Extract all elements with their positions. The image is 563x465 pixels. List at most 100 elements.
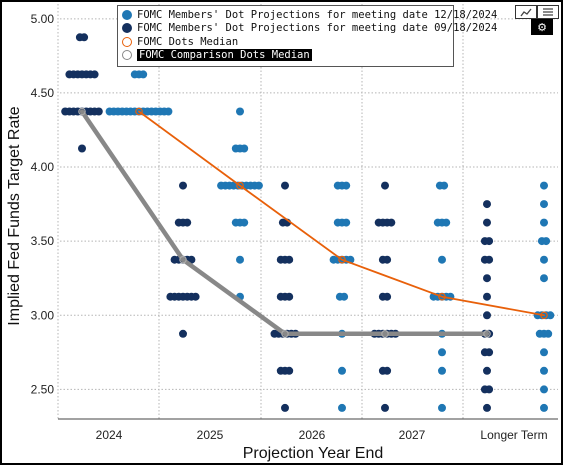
legend-label-median: FOMC Dots Median <box>137 35 239 48</box>
dot-dec-2024 <box>236 107 244 116</box>
legend-swatch-dec <box>122 9 132 20</box>
x-tick-label: 2026 <box>299 428 326 442</box>
dot-sep-2024 <box>183 218 192 227</box>
chart-type-button[interactable] <box>515 5 537 19</box>
dot-dec-2024 <box>544 329 553 338</box>
median-marker <box>236 181 244 190</box>
x-axis-label: Projection Year End <box>243 445 384 462</box>
dot-dec-2024 <box>338 403 346 412</box>
dot-sep-2024 <box>483 292 491 301</box>
dot-dec-2024 <box>540 385 548 394</box>
median-lines <box>78 107 548 338</box>
dot-dec-2024 <box>540 200 548 209</box>
dot-sep-2024 <box>80 33 89 42</box>
dot-sep-2024 <box>281 403 289 412</box>
legend-swatch-sep <box>122 23 132 34</box>
y-tick-label: 3.00 <box>31 308 55 322</box>
legend-swatch-median <box>122 36 132 47</box>
dot-sep-2024 <box>483 274 491 283</box>
legend-item-sep-projections[interactable]: FOMC Members' Dot Projections for meetin… <box>122 22 497 36</box>
median-line <box>138 110 545 317</box>
dot-sep-2024 <box>387 218 396 227</box>
y-tick-label: 2.50 <box>31 382 55 396</box>
comparison-median-marker <box>483 329 491 338</box>
dot-dec-2024 <box>540 255 548 264</box>
dot-sep-2024 <box>285 366 294 375</box>
chart-legend: FOMC Members' Dot Projections for meetin… <box>117 5 497 67</box>
dot-sep-2024 <box>281 181 289 190</box>
dot-dec-2024 <box>236 255 244 264</box>
dot-sep-2024 <box>381 403 389 412</box>
dot-sep-2024 <box>485 348 494 357</box>
median-marker <box>135 107 143 116</box>
dot-dec-2024 <box>540 274 548 283</box>
dot-dec-2024 <box>546 311 555 320</box>
dot-dec-2024 <box>340 292 349 301</box>
y-tick-label: 4.00 <box>31 160 55 174</box>
dot-dec-2024 <box>440 181 449 190</box>
dot-sep-2024 <box>78 144 86 153</box>
dot-dec-2024 <box>342 218 351 227</box>
dot-sep-2024 <box>483 311 491 320</box>
line-chart-icon <box>520 8 532 16</box>
x-tick-label: 2025 <box>197 428 224 442</box>
dot-sep-2024 <box>90 70 99 79</box>
median-marker <box>338 255 346 264</box>
comparison-median-marker <box>381 329 389 338</box>
legend-item-median[interactable]: FOMC Dots Median <box>122 35 449 49</box>
dot-sep-2024 <box>383 292 392 301</box>
dot-dec-2024 <box>342 181 351 190</box>
dot-sep-2024 <box>179 181 187 190</box>
dot-dec-2024 <box>540 403 548 412</box>
dot-sep-2024 <box>285 255 294 264</box>
dot-sep-2024 <box>483 218 491 227</box>
comparison-median-marker <box>179 255 187 264</box>
dot-dec-2024 <box>438 366 446 375</box>
dot-sep-2024 <box>285 292 294 301</box>
x-tick-label: 2027 <box>399 428 426 442</box>
dot-dec-2024 <box>540 218 548 227</box>
dot-sep-2024 <box>485 385 494 394</box>
legend-item-comparison-median[interactable]: FOMC Comparison Dots Median <box>122 49 449 63</box>
dot-sep-2024 <box>383 255 392 264</box>
dot-dec-2024 <box>542 237 551 246</box>
comparison-median-marker <box>281 329 289 338</box>
dot-dec-2024 <box>438 255 446 264</box>
y-tick-label: 5.00 <box>31 12 55 26</box>
dot-dec-2024 <box>139 70 148 79</box>
x-tick-label: 2024 <box>96 428 123 442</box>
dot-dec-2024 <box>540 181 548 190</box>
dot-dec-2024 <box>540 348 548 357</box>
dot-dec-2024 <box>240 218 249 227</box>
median-marker <box>540 311 548 320</box>
dot-sep-2024 <box>485 255 494 264</box>
dots <box>61 33 555 412</box>
dot-dec-2024 <box>438 348 446 357</box>
legend-label-dec: FOMC Members' Dot Projections for meetin… <box>137 8 498 21</box>
dot-dec-2024 <box>240 144 249 153</box>
y-axis-label: Implied Fed Funds Target Rate <box>6 106 23 325</box>
dot-sep-2024 <box>483 366 491 375</box>
settings-button[interactable]: ⚙ <box>531 19 553 35</box>
dot-sep-2024 <box>179 329 187 338</box>
dot-sep-2024 <box>383 366 392 375</box>
y-tick-label: 3.50 <box>31 234 55 248</box>
dot-dec-2024 <box>164 107 173 116</box>
dot-dec-2024 <box>254 181 263 190</box>
legend-swatch-comparison <box>122 50 132 61</box>
hamburger-icon <box>543 8 553 16</box>
legend-label-sep: FOMC Members' Dot Projections for meetin… <box>137 22 498 35</box>
gear-icon: ⚙ <box>537 21 547 34</box>
dot-sep-2024 <box>483 200 491 209</box>
dot-dec-2024 <box>442 218 451 227</box>
menu-button[interactable] <box>537 5 559 19</box>
x-tick-label: Longer Term <box>480 428 547 442</box>
dot-dec-2024 <box>438 403 446 412</box>
dot-dec-2024 <box>338 366 346 375</box>
dot-sep-2024 <box>94 107 103 116</box>
dot-sep-2024 <box>485 237 494 246</box>
legend-item-dec-projections[interactable]: FOMC Members' Dot Projections for meetin… <box>122 8 497 22</box>
dot-sep-2024 <box>483 403 491 412</box>
